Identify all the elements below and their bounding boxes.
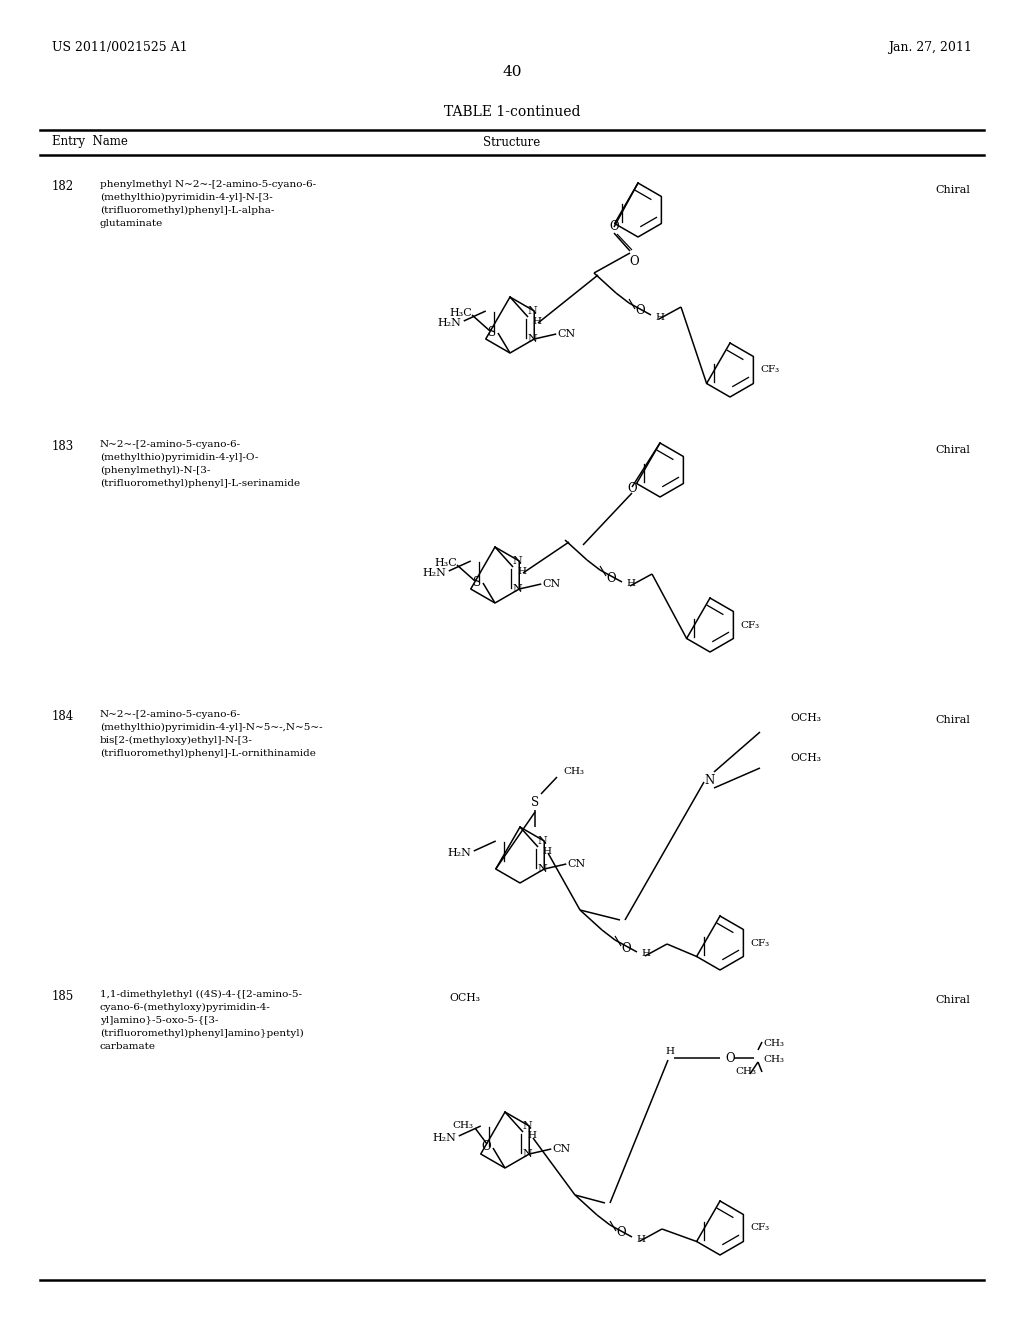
Text: N: N [522, 1121, 532, 1131]
Text: CH₃: CH₃ [763, 1040, 784, 1048]
Text: H₂N: H₂N [447, 847, 472, 858]
Text: H: H [542, 846, 551, 855]
Text: N: N [512, 583, 522, 594]
Text: phenylmethyl N~2~-[2-amino-5-cyano-6-: phenylmethyl N~2~-[2-amino-5-cyano-6- [100, 180, 316, 189]
Text: OCH₃: OCH₃ [790, 752, 821, 763]
Text: H: H [527, 1131, 536, 1140]
Text: N~2~-[2-amino-5-cyano-6-: N~2~-[2-amino-5-cyano-6- [100, 440, 241, 449]
Text: 182: 182 [52, 180, 74, 193]
Text: bis[2-(methyloxy)ethyl]-N-[3-: bis[2-(methyloxy)ethyl]-N-[3- [100, 737, 253, 744]
Text: H₃C: H₃C [450, 308, 472, 318]
Text: (trifluoromethyl)phenyl]amino}pentyl): (trifluoromethyl)phenyl]amino}pentyl) [100, 1030, 304, 1038]
Text: O: O [629, 255, 639, 268]
Text: (phenylmethyl)-N-[3-: (phenylmethyl)-N-[3- [100, 466, 210, 475]
Text: O: O [621, 941, 631, 954]
Text: H: H [641, 949, 650, 958]
Text: (methylthio)pyrimidin-4-yl]-N-[3-: (methylthio)pyrimidin-4-yl]-N-[3- [100, 193, 272, 202]
Text: S: S [487, 326, 496, 339]
Text: (methylthio)pyrimidin-4-yl]-O-: (methylthio)pyrimidin-4-yl]-O- [100, 453, 258, 462]
Text: glutaminate: glutaminate [100, 219, 163, 228]
Text: OCH₃: OCH₃ [449, 993, 480, 1003]
Text: Chiral: Chiral [935, 715, 970, 725]
Text: H₂N: H₂N [433, 1133, 457, 1143]
Text: CF₃: CF₃ [760, 366, 779, 375]
Text: S: S [530, 796, 539, 808]
Text: CH₃: CH₃ [563, 767, 584, 776]
Text: 185: 185 [52, 990, 75, 1003]
Text: N: N [522, 1148, 532, 1159]
Text: (trifluoromethyl)phenyl]-L-serinamide: (trifluoromethyl)phenyl]-L-serinamide [100, 479, 300, 488]
Text: H₃C: H₃C [434, 558, 457, 568]
Text: O: O [606, 572, 615, 585]
Text: Jan. 27, 2011: Jan. 27, 2011 [888, 41, 972, 54]
Text: H₂N: H₂N [438, 318, 462, 327]
Text: O: O [635, 305, 645, 318]
Text: yl]amino}-5-oxo-5-{[3-: yl]amino}-5-oxo-5-{[3- [100, 1016, 218, 1026]
Text: 1,1-dimethylethyl ((4S)-4-{[2-amino-5-: 1,1-dimethylethyl ((4S)-4-{[2-amino-5- [100, 990, 302, 999]
Text: H: H [532, 317, 541, 326]
Text: CN: CN [552, 1144, 570, 1154]
Text: CF₃: CF₃ [740, 620, 759, 630]
Text: 183: 183 [52, 440, 75, 453]
Text: carbamate: carbamate [100, 1041, 156, 1051]
Text: CN: CN [543, 579, 560, 589]
Text: N: N [538, 865, 547, 874]
Text: CF₃: CF₃ [750, 1224, 769, 1233]
Text: (methylthio)pyrimidin-4-yl]-N~5~-,N~5~-: (methylthio)pyrimidin-4-yl]-N~5~-,N~5~- [100, 723, 323, 733]
Text: H₂N: H₂N [423, 568, 446, 578]
Text: N: N [538, 836, 547, 846]
Text: N: N [512, 556, 522, 566]
Text: H: H [626, 579, 635, 589]
Text: S: S [473, 577, 481, 590]
Text: CN: CN [567, 859, 586, 869]
Text: H: H [636, 1234, 645, 1243]
Text: O: O [481, 1139, 490, 1152]
Text: TABLE 1-continued: TABLE 1-continued [443, 106, 581, 119]
Text: O: O [616, 1226, 626, 1239]
Text: Chiral: Chiral [935, 995, 970, 1005]
Text: CH₃: CH₃ [452, 1122, 473, 1130]
Text: Chiral: Chiral [935, 185, 970, 195]
Text: H: H [655, 313, 664, 322]
Text: CH₃: CH₃ [763, 1056, 784, 1064]
Text: cyano-6-(methyloxy)pyrimidin-4-: cyano-6-(methyloxy)pyrimidin-4- [100, 1003, 271, 1012]
Text: 40: 40 [502, 65, 522, 79]
Text: O: O [609, 220, 618, 234]
Text: CH₃: CH₃ [735, 1068, 757, 1077]
Text: Entry  Name: Entry Name [52, 136, 128, 149]
Text: N: N [527, 334, 538, 345]
Text: N: N [705, 774, 715, 787]
Text: (trifluoromethyl)phenyl]-L-ornithinamide: (trifluoromethyl)phenyl]-L-ornithinamide [100, 748, 315, 758]
Text: N: N [527, 306, 538, 315]
Text: Structure: Structure [483, 136, 541, 149]
Text: CN: CN [557, 329, 575, 339]
Text: Chiral: Chiral [935, 445, 970, 455]
Text: O: O [627, 483, 637, 495]
Text: CF₃: CF₃ [750, 939, 769, 948]
Text: O: O [725, 1052, 734, 1064]
Text: 184: 184 [52, 710, 75, 723]
Text: H: H [666, 1048, 675, 1056]
Text: N~2~-[2-amino-5-cyano-6-: N~2~-[2-amino-5-cyano-6- [100, 710, 241, 719]
Text: OCH₃: OCH₃ [790, 713, 821, 723]
Text: H: H [517, 566, 526, 576]
Text: (trifluoromethyl)phenyl]-L-alpha-: (trifluoromethyl)phenyl]-L-alpha- [100, 206, 274, 215]
Text: US 2011/0021525 A1: US 2011/0021525 A1 [52, 41, 187, 54]
